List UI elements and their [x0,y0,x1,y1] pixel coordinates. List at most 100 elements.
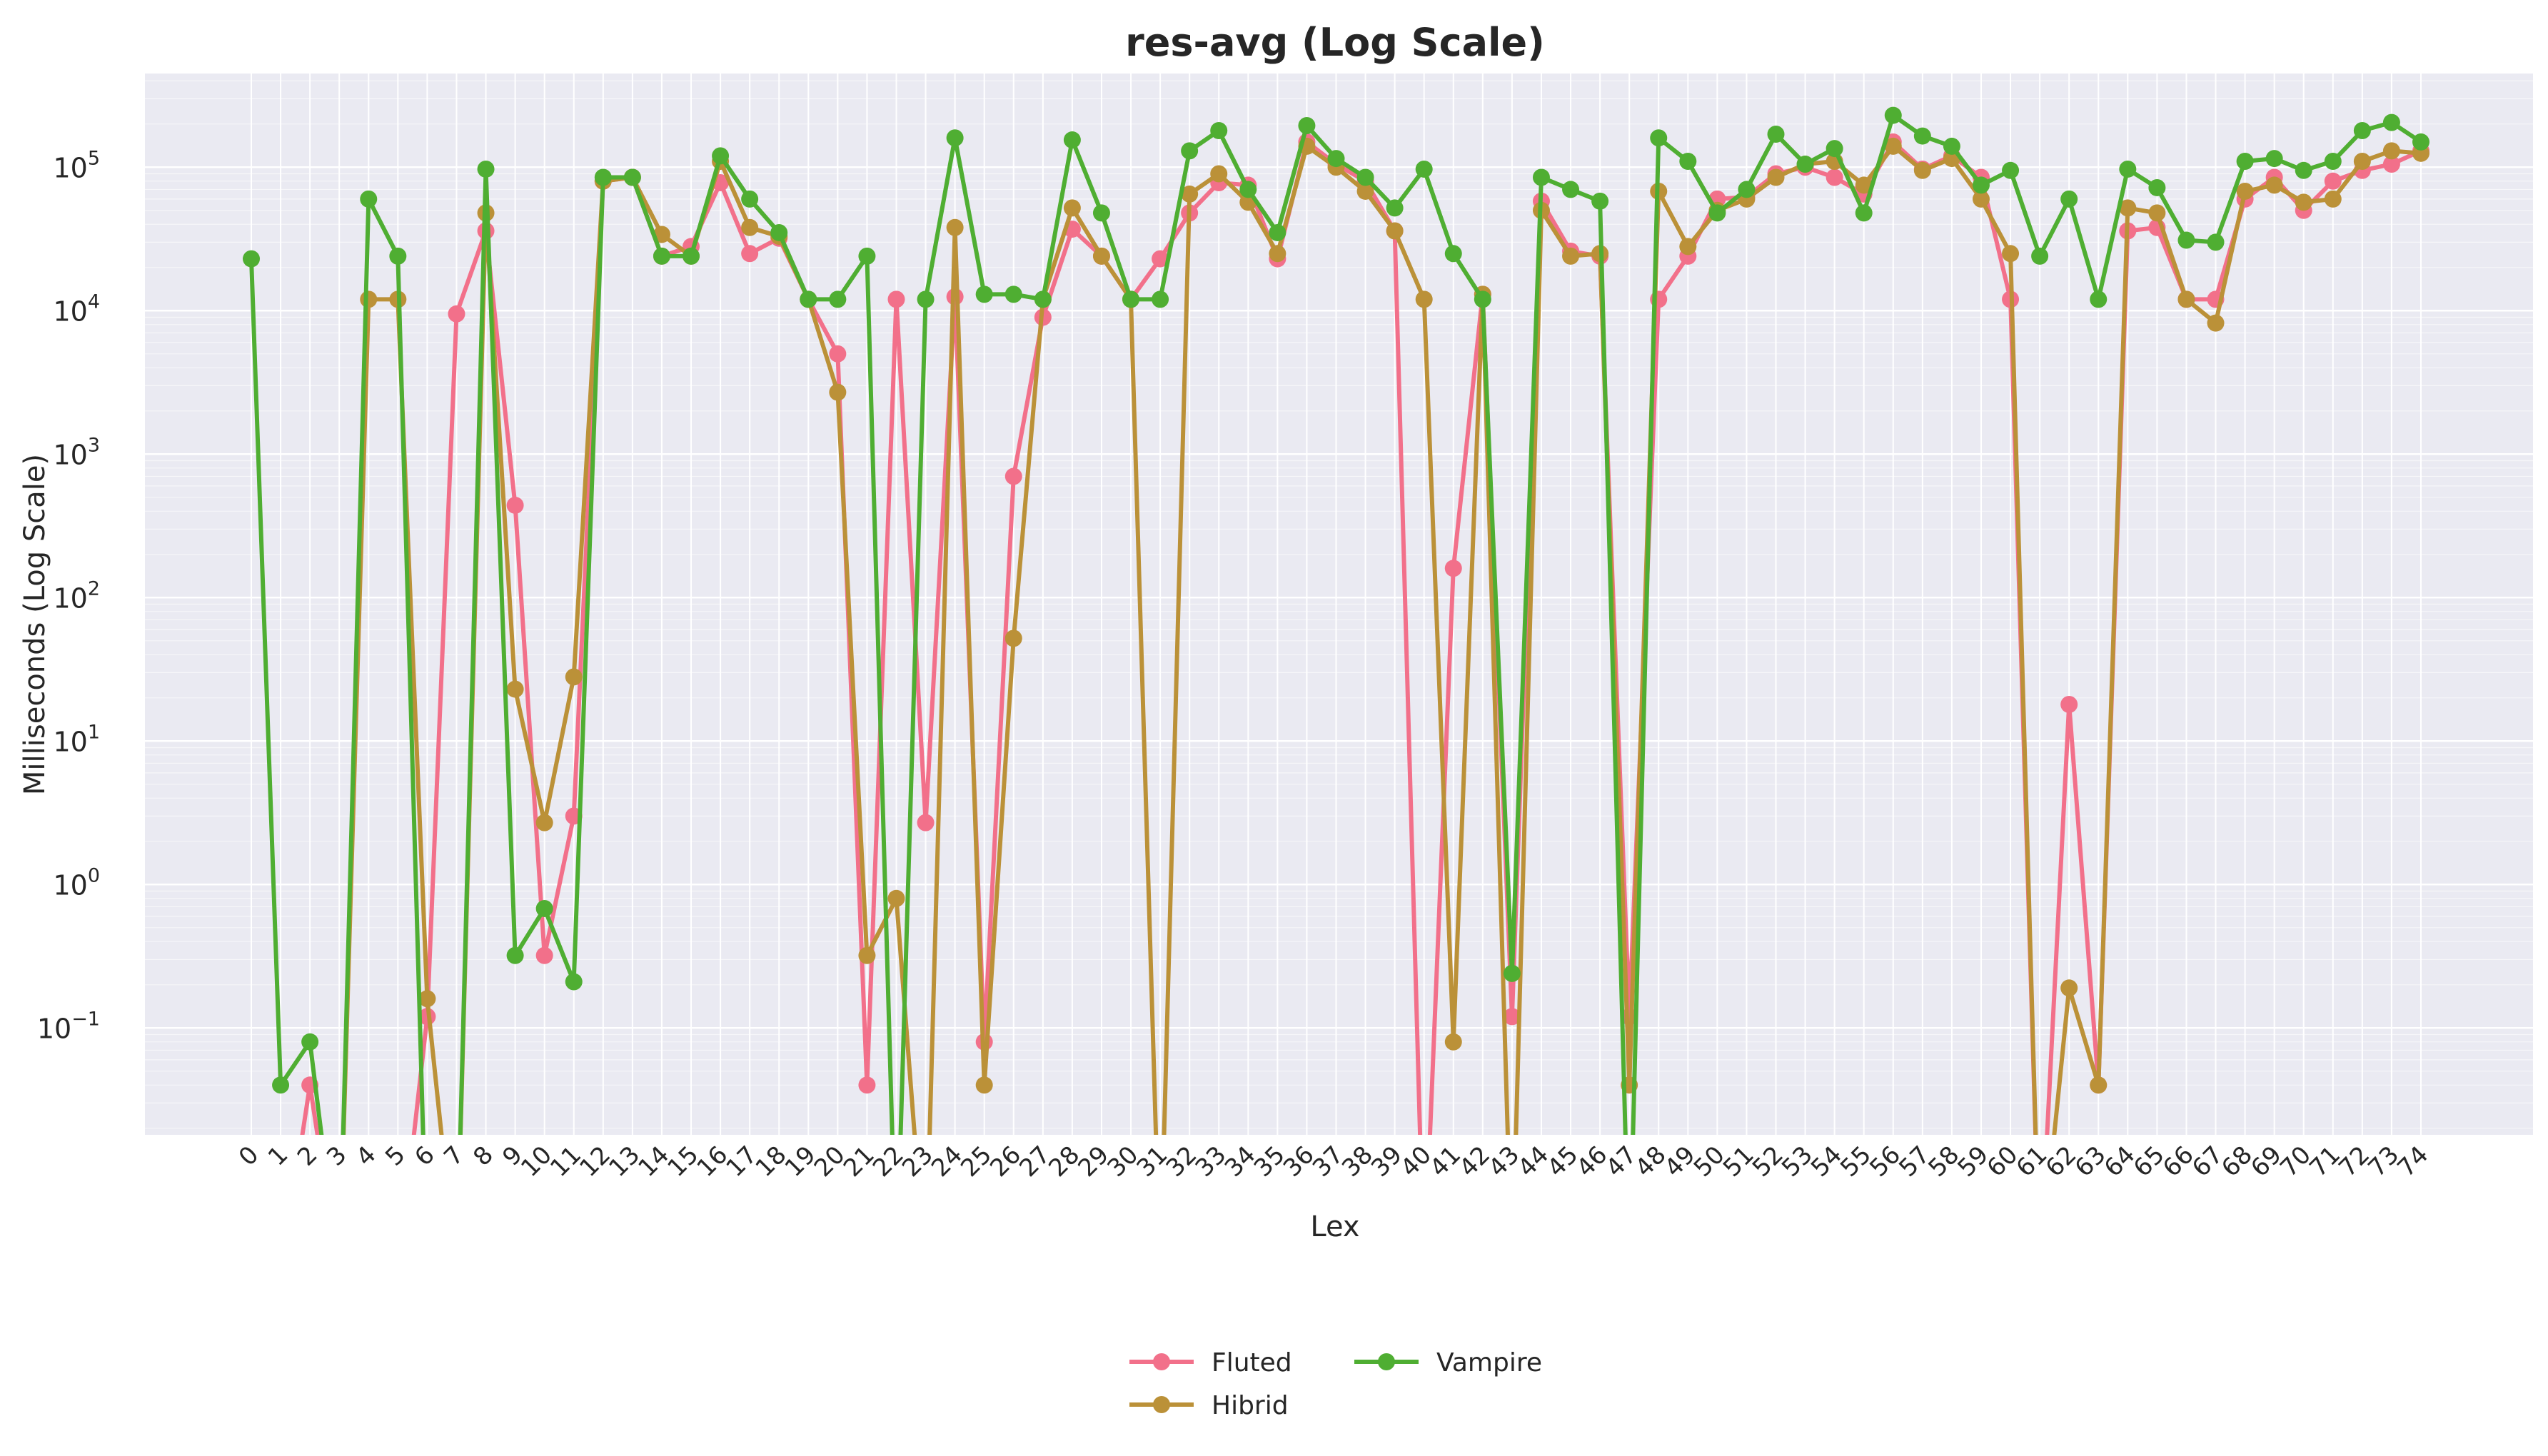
data-point [1474,290,1491,308]
data-point [2119,160,2137,178]
series-line [249,113,2422,1135]
data-point [506,946,524,964]
data-point [1855,204,1873,222]
data-point [1562,247,1580,265]
data-point [360,190,378,208]
x-axis-label: Lex [1310,1210,1359,1243]
data-point [975,285,993,303]
data-point [360,290,378,308]
data-point [2060,695,2078,713]
data-point [1826,168,1843,186]
legend-marker [1153,1396,1170,1413]
data-point [653,247,670,265]
data-point [2324,172,2342,190]
data-point [917,814,935,831]
data-point [1004,285,1022,303]
data-point [506,680,524,698]
data-point [1972,176,1990,194]
data-point [1092,204,1110,222]
data-point [2236,152,2254,170]
data-point [535,814,553,831]
legend-item: Vampire [1354,1348,1542,1377]
data-point [1269,245,1286,263]
data-point [829,290,847,308]
data-point [1444,560,1462,577]
data-point [2177,231,2195,249]
data-point [1503,1008,1521,1026]
data-point [858,1076,876,1094]
data-point [2148,178,2166,196]
data-point [1181,142,1199,160]
data-point [1650,129,1668,147]
data-point [1386,199,1404,217]
data-point [1855,176,1873,194]
data-point [1503,964,1521,982]
legend-item: Hibrid [1129,1391,1289,1420]
data-point [2177,290,2195,308]
data-point [2295,161,2312,179]
data-point [1767,168,1785,186]
legend-label: Vampire [1436,1348,1542,1377]
data-point [1004,630,1022,647]
data-point [448,305,465,323]
data-point [1562,181,1580,198]
data-point [1884,106,1902,124]
data-point [1356,182,1374,200]
data-point [1972,190,1990,208]
data-point [2324,152,2342,170]
data-point [1181,185,1199,203]
data-point [1679,152,1697,170]
legend-label: Fluted [1212,1348,1292,1377]
data-point [2265,176,2283,194]
data-point [1210,121,1228,139]
data-point [535,899,553,917]
data-point [389,247,407,265]
data-point [946,218,964,236]
data-point [2353,121,2371,139]
data-point [887,889,905,907]
series-vampire [243,106,2429,1135]
data-point [1444,1033,1462,1051]
data-point [1913,161,1931,179]
data-point [917,290,935,308]
data-point [1386,222,1404,240]
y-tick-label: 100 [53,864,100,901]
chart-title: res-avg (Log Scale) [1125,20,1545,65]
y-axis-label: Milliseconds (Log Scale) [19,454,51,795]
data-point [1327,150,1345,168]
data-point [1063,131,1081,149]
data-point [2002,161,2020,179]
data-point [1004,467,1022,485]
y-tick-label: 10−1 [37,1008,100,1044]
data-point [1415,290,1433,308]
data-point [623,168,641,186]
y-tick-label: 105 [53,147,100,183]
data-point [418,990,436,1008]
data-point [535,946,553,964]
data-point [2090,1076,2108,1094]
data-point [858,946,876,964]
data-point [1679,238,1697,256]
data-point [272,1076,290,1094]
data-point [2236,182,2254,200]
data-point [2207,233,2225,251]
y-tick-label: 104 [53,290,100,327]
y-tick-label: 102 [53,577,100,614]
data-point [1943,137,1960,155]
data-point [1034,290,1052,308]
legend-marker [1153,1353,1170,1370]
data-point [2060,190,2078,208]
data-point [1210,165,1228,183]
legend-marker [1378,1353,1395,1370]
data-point [770,223,788,241]
data-point [2060,979,2078,997]
data-point [887,290,905,308]
data-point [2295,193,2312,211]
data-point [2207,314,2225,332]
data-point [506,496,524,514]
data-point [712,147,730,165]
legend-label: Hibrid [1212,1391,1289,1420]
data-point [565,973,583,991]
data-point [741,245,759,263]
